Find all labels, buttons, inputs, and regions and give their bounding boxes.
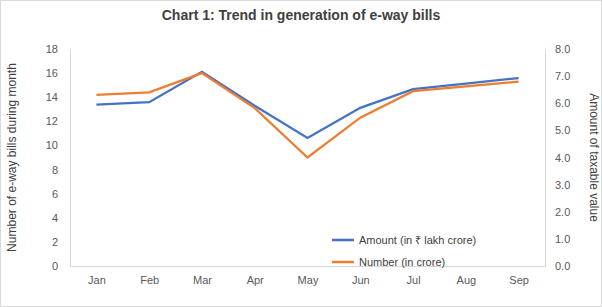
x-tick-label: Jan	[88, 274, 106, 286]
y2-tick: 3.0	[545, 179, 570, 191]
chart-border	[1, 1, 602, 307]
y-tick: 16	[46, 67, 70, 79]
x-tick-label: Sep	[509, 274, 529, 286]
x-tick-label: May	[298, 274, 319, 286]
axis-line	[71, 266, 546, 267]
series-line	[96, 72, 518, 138]
y2-tick: 8.0	[545, 43, 570, 55]
y-tick: 8	[52, 164, 70, 176]
legend: Amount (in ₹ lakh crore) Number (in crore…	[332, 234, 476, 268]
chart: Chart 1: Trend in generation of e-way bi…	[0, 0, 602, 307]
x-axis: Jan Feb Mar Apr May Jun Jul Aug Sep	[71, 266, 546, 286]
y-tick-label: 6	[52, 188, 58, 200]
y-tick-label: 16	[46, 67, 58, 79]
y-tick: 18	[46, 43, 70, 55]
legend-label: Number (in crore)	[359, 256, 445, 268]
y-tick-label: 4	[52, 212, 58, 224]
y2-tick-label: 6.0	[555, 97, 570, 109]
y-tick: 0	[52, 260, 70, 272]
x-tick: Feb	[140, 266, 159, 286]
y2-tick-label: 2.0	[555, 206, 570, 218]
x-tick: Jun	[352, 266, 370, 286]
title: Chart 1: Trend in generation of e-way bi…	[162, 7, 441, 23]
y2-axis: 0.0 1.0 2.0 3.0 4.0 5.0 6.0 7.0 8.0	[545, 43, 570, 272]
y2-tick-label: 5.0	[555, 124, 570, 136]
y-tick-label: 0	[52, 260, 58, 272]
legend-label: Amount (in ₹ lakh crore)	[359, 234, 476, 246]
y2-tick-label: 1.0	[555, 233, 570, 245]
x-tick: May	[298, 266, 319, 286]
y-tick: 10	[46, 139, 70, 151]
y-tick-label: 18	[46, 43, 58, 55]
y2-tick: 0.0	[545, 260, 570, 272]
y2-tick: 7.0	[545, 70, 570, 82]
x-tick-label: Mar	[193, 274, 212, 286]
y2-tick-label: 0.0	[555, 260, 570, 272]
axis-line	[545, 50, 546, 267]
plot-area	[96, 72, 518, 158]
y-tick-label: 2	[52, 236, 58, 248]
y-axis: 0 2 4 6 8 10 12 14 16 18	[46, 43, 71, 272]
y-tick: 6	[52, 188, 70, 200]
x-tick-label: Jul	[407, 274, 421, 286]
y2-tick: 2.0	[545, 206, 570, 218]
y2-tick: 5.0	[545, 124, 570, 136]
y2-axis-title: Amount of taxable value	[587, 93, 601, 222]
x-tick: Jul	[407, 266, 421, 286]
y2-tick: 1.0	[545, 233, 570, 245]
y2-tick: 4.0	[545, 152, 570, 164]
y-tick-label: 8	[52, 164, 58, 176]
y-tick-label: 14	[46, 91, 58, 103]
x-tick: Apr	[247, 266, 264, 286]
y2-tick: 6.0	[545, 97, 570, 109]
y2-tick-label: 4.0	[555, 152, 570, 164]
series-line	[96, 73, 518, 157]
x-tick: Aug	[457, 266, 477, 286]
x-tick: Mar	[193, 266, 212, 286]
x-tick-label: Feb	[140, 274, 159, 286]
x-tick: Sep	[509, 266, 529, 286]
x-tick-label: Aug	[457, 274, 477, 286]
y2-tick-label: 7.0	[555, 70, 570, 82]
y-tick-label: 10	[46, 139, 58, 151]
y-tick: 14	[46, 91, 70, 103]
legend-swatch	[332, 239, 354, 242]
y2-tick-label: 8.0	[555, 43, 570, 55]
y-tick: 2	[52, 236, 70, 248]
x-tick: Jan	[88, 266, 106, 286]
x-tick-label: Apr	[247, 274, 264, 286]
y2-tick-label: 3.0	[555, 179, 570, 191]
legend-swatch	[332, 261, 354, 264]
y-tick: 4	[52, 212, 70, 224]
y-axis-title: Number of e-way bills during month	[5, 63, 19, 252]
axis-line	[70, 50, 71, 267]
y-tick-label: 12	[46, 115, 58, 127]
y-tick: 12	[46, 115, 70, 127]
x-tick-label: Jun	[352, 274, 370, 286]
